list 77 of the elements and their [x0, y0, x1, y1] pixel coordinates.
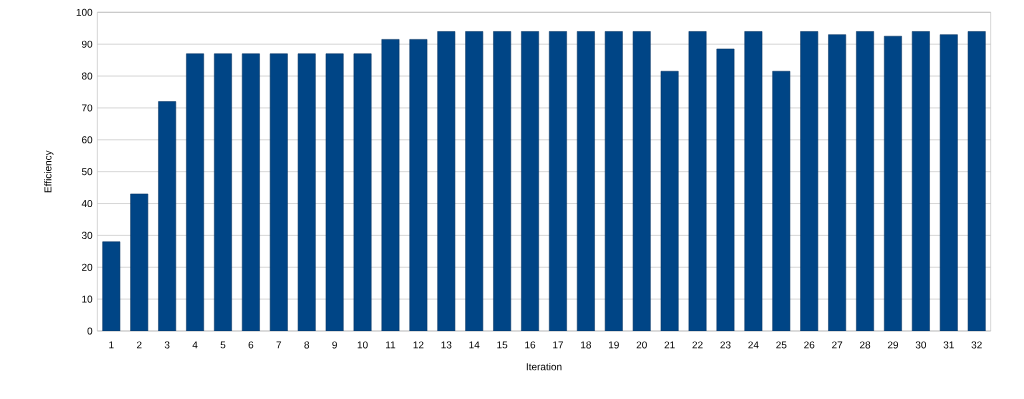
x-tick-label: 1 — [109, 341, 114, 349]
x-tick-label: 18 — [581, 341, 591, 349]
bar — [325, 53, 344, 331]
bar — [493, 31, 512, 331]
bar — [967, 31, 986, 331]
x-tick-label: 29 — [887, 341, 899, 349]
y-axis-title: Efficiency — [44, 150, 54, 193]
x-tick-label: 20 — [636, 341, 647, 349]
x-tick-label: 27 — [832, 341, 843, 349]
x-tick-label: 23 — [720, 341, 731, 349]
y-tick-label: 40 — [81, 199, 93, 208]
bar — [744, 31, 763, 331]
x-tick-label: 28 — [859, 341, 871, 349]
x-tick-label: 3 — [164, 341, 170, 349]
bar — [130, 193, 149, 331]
x-tick-label: 9 — [332, 341, 337, 349]
bar — [688, 31, 707, 331]
x-tick-label: 7 — [276, 341, 282, 349]
bar — [102, 241, 121, 331]
x-tick-label: 24 — [748, 341, 759, 349]
bar — [911, 31, 930, 331]
x-tick-label: 5 — [220, 341, 226, 349]
x-tick-label: 11 — [386, 341, 396, 349]
y-tick-label: 80 — [81, 72, 93, 80]
x-tick-label: 4 — [192, 341, 198, 349]
x-tick-label: 2 — [136, 341, 142, 349]
bar — [521, 31, 539, 331]
bar — [297, 53, 316, 331]
bar — [409, 39, 428, 331]
bar — [353, 53, 372, 331]
x-tick-label: 17 — [553, 341, 564, 349]
y-tick-label: 30 — [81, 231, 93, 239]
bar — [716, 48, 735, 331]
x-tick-label: 12 — [413, 341, 424, 349]
y-tick-label: 70 — [82, 104, 93, 112]
x-tick-label: 16 — [525, 341, 536, 349]
y-tick-label: 20 — [82, 263, 93, 271]
bar — [549, 31, 567, 331]
bar — [632, 31, 651, 331]
bar — [939, 34, 958, 331]
y-tick-label: 90 — [81, 40, 93, 48]
y-tick-label: 0 — [87, 327, 93, 335]
bar — [828, 34, 847, 331]
bar — [269, 53, 288, 331]
x-tick-label: 6 — [248, 341, 254, 349]
x-axis-title: Iteration — [526, 362, 562, 371]
y-tick-label: 60 — [82, 136, 93, 144]
bar — [186, 53, 204, 331]
bar — [576, 31, 595, 331]
x-tick-label: 21 — [664, 341, 675, 349]
bar — [772, 71, 791, 331]
bar — [884, 35, 902, 331]
bar — [437, 31, 456, 331]
bar — [241, 53, 260, 331]
bar — [381, 39, 400, 331]
x-tick-label: 31 — [943, 341, 954, 349]
bar — [800, 31, 819, 331]
bar — [465, 31, 484, 331]
x-tick-label: 30 — [915, 341, 927, 349]
x-tick-label: 25 — [776, 341, 787, 349]
x-tick-label: 10 — [357, 341, 368, 349]
bar — [214, 53, 232, 331]
x-tick-label: 19 — [608, 341, 619, 349]
y-tick-label: 50 — [81, 168, 93, 176]
y-tick-label: 10 — [82, 295, 93, 303]
bar — [604, 31, 623, 331]
x-tick-label: 22 — [692, 341, 703, 349]
bar — [158, 101, 177, 331]
x-tick-label: 13 — [441, 341, 452, 349]
bar — [856, 31, 874, 331]
x-tick-label: 26 — [804, 341, 815, 349]
x-tick-label: 32 — [971, 341, 982, 349]
x-tick-label: 8 — [304, 341, 310, 349]
bar — [660, 71, 679, 331]
x-tick-label: 14 — [469, 341, 480, 349]
y-tick-label: 100 — [76, 8, 93, 16]
x-tick-label: 15 — [497, 341, 508, 349]
